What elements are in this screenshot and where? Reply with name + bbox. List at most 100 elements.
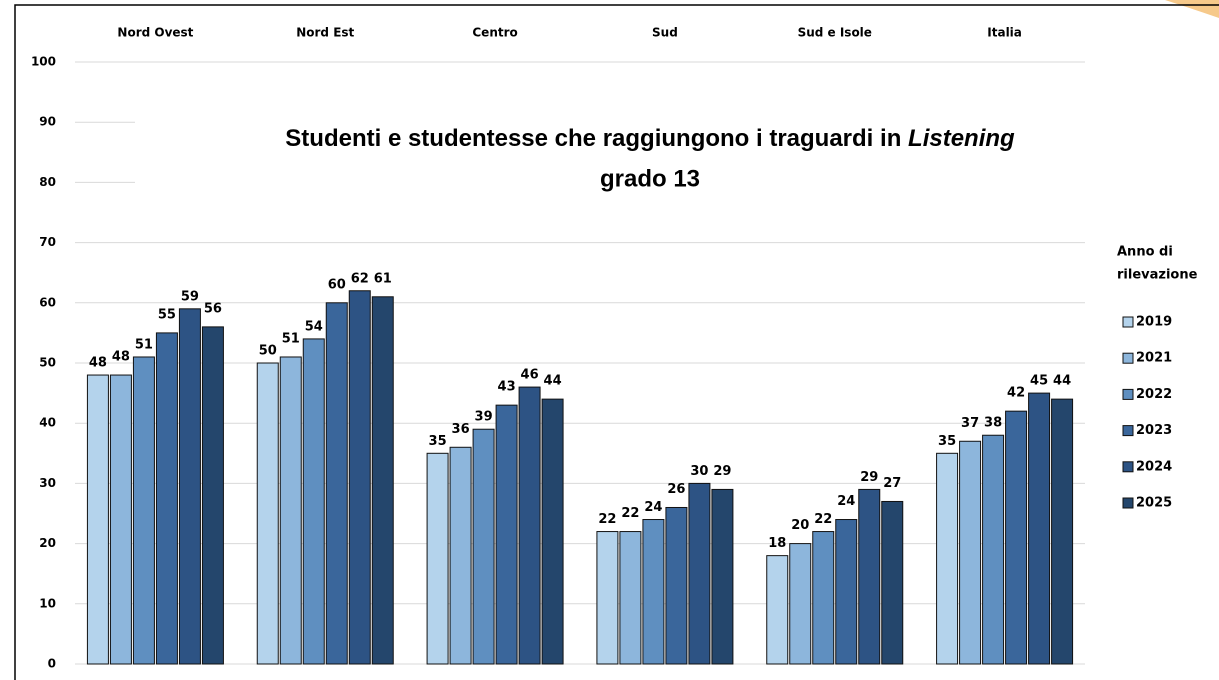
bar: [109, 374, 132, 665]
data-label: 22: [621, 506, 639, 521]
data-label: 42: [1007, 386, 1025, 401]
bar: [178, 308, 201, 665]
y-tick-label: 40: [39, 416, 56, 430]
x-category-label: Sud e Isole: [798, 26, 872, 40]
y-tick-label: 90: [39, 115, 56, 129]
chart-subtitle: grado 13: [600, 165, 700, 192]
bar: [426, 452, 449, 665]
data-label: 30: [690, 464, 708, 479]
data-label: 18: [768, 536, 786, 551]
bar: [86, 374, 109, 665]
data-label: 39: [475, 410, 493, 425]
bar: [688, 482, 711, 665]
legend-title: Anno di: [1117, 245, 1173, 260]
bar: [936, 452, 959, 665]
data-label: 62: [351, 271, 369, 286]
y-tick-label: 0: [48, 657, 56, 671]
legend-swatch: [1122, 425, 1134, 437]
bar: [959, 440, 982, 665]
data-label: 56: [204, 301, 222, 316]
legend-label: 2022: [1136, 387, 1172, 402]
y-tick-label: 10: [39, 596, 56, 610]
data-label: 26: [667, 482, 685, 497]
data-label: 54: [305, 319, 323, 334]
data-label: 22: [598, 512, 616, 527]
data-label: 60: [328, 277, 346, 292]
data-label: 22: [814, 512, 832, 527]
data-label: 37: [961, 416, 979, 431]
x-category-label: Italia: [987, 26, 1022, 40]
data-label: 55: [158, 307, 176, 322]
bar: [835, 519, 858, 665]
data-label: 45: [1030, 374, 1048, 389]
bar: [132, 356, 155, 665]
bar: [596, 531, 619, 665]
data-label: 24: [837, 494, 855, 509]
bar: [302, 338, 325, 665]
data-label: 44: [544, 374, 562, 389]
bar: [348, 290, 371, 665]
data-label: 38: [984, 416, 1002, 431]
data-label: 59: [181, 289, 199, 304]
x-category-label: Nord Ovest: [117, 26, 193, 40]
x-category-label: Sud: [652, 26, 678, 40]
data-label: 24: [644, 500, 662, 515]
data-label: 61: [374, 271, 392, 286]
legend-swatch: [1122, 352, 1134, 364]
legend-swatch: [1122, 497, 1134, 509]
bar: [449, 446, 472, 665]
data-label: 29: [860, 470, 878, 485]
x-category-label: Nord Est: [296, 26, 354, 40]
legend-label: 2021: [1136, 351, 1172, 366]
bar: [642, 519, 665, 665]
bar: [766, 555, 789, 665]
data-label: 51: [135, 337, 153, 352]
y-tick-label: 60: [39, 295, 56, 309]
bar: [495, 404, 518, 665]
data-label: 36: [452, 422, 470, 437]
data-label: 27: [883, 476, 901, 491]
data-label: 44: [1053, 374, 1071, 389]
legend-swatch: [1122, 388, 1134, 400]
legend-title: rilevazione: [1117, 268, 1198, 283]
data-label: 46: [521, 368, 539, 383]
legend-swatch: [1122, 316, 1134, 328]
chart-title: Studenti e studentesse che raggiungono i…: [285, 125, 1015, 152]
bar: [1005, 410, 1028, 665]
y-tick-label: 100: [31, 55, 56, 69]
data-label: 29: [713, 464, 731, 479]
data-label: 35: [938, 434, 956, 449]
bar: [518, 386, 541, 665]
bar: [619, 531, 642, 665]
bar: [711, 488, 734, 665]
bar: [812, 531, 835, 665]
legend-label: 2024: [1136, 459, 1172, 474]
title-emphasis: Listening: [908, 125, 1015, 152]
title-background: [135, 108, 1155, 208]
x-category-label: Centro: [472, 26, 517, 40]
legend-label: 2025: [1136, 496, 1172, 511]
bar: [256, 362, 279, 665]
bar: [201, 326, 224, 665]
bar: [1051, 398, 1074, 665]
title-main: Studenti e studentesse che raggiungono i…: [285, 125, 901, 152]
y-tick-label: 80: [39, 175, 56, 189]
chart-frame: [14, 4, 1219, 680]
y-tick-label: 70: [39, 235, 56, 249]
y-tick-label: 30: [39, 476, 56, 490]
data-label: 48: [112, 350, 130, 365]
bar: [982, 434, 1005, 665]
data-label: 35: [429, 434, 447, 449]
data-label: 50: [259, 344, 277, 359]
bar: [789, 543, 812, 665]
data-label: 51: [282, 331, 300, 346]
bar: [541, 398, 564, 665]
bar: [279, 356, 302, 665]
data-label: 48: [89, 356, 107, 371]
bar: [472, 428, 495, 665]
bar: [325, 302, 348, 665]
bar: [858, 488, 881, 665]
legend-label: 2023: [1136, 423, 1172, 438]
